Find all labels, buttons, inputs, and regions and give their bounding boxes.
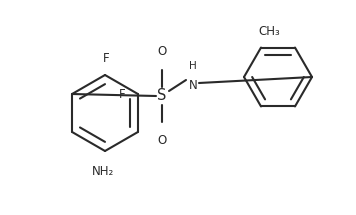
Text: CH₃: CH₃ — [258, 25, 280, 38]
Text: O: O — [157, 45, 167, 58]
Text: N: N — [189, 79, 197, 92]
Text: F: F — [103, 52, 109, 65]
Text: F: F — [119, 88, 126, 100]
Text: S: S — [157, 89, 167, 103]
Text: H: H — [189, 61, 197, 71]
Text: NH₂: NH₂ — [92, 165, 114, 178]
Text: O: O — [157, 134, 167, 147]
